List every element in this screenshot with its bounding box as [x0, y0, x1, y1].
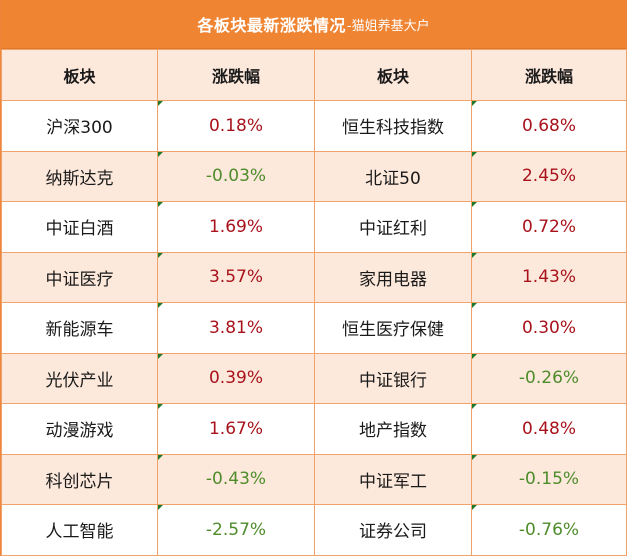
column-header-change-left: 涨跌幅 — [157, 49, 315, 101]
sector-name-cell: 中证白酒 — [1, 201, 158, 253]
change-cell: 1.67% — [157, 403, 315, 455]
change-cell: -0.03% — [157, 150, 315, 202]
table-row: 动漫游戏 1.67% 地产指数 0.48% — [1, 403, 627, 455]
table-row: 中证白酒 1.69% 中证红利 0.72% — [1, 201, 627, 253]
column-header-sector-left: 板块 — [1, 49, 158, 101]
table-row: 纳斯达克 -0.03% 北证50 2.45% — [1, 150, 627, 202]
sector-name-cell: 沪深300 — [1, 100, 158, 152]
change-cell: 0.68% — [471, 100, 627, 152]
change-cell: 3.81% — [157, 302, 315, 354]
sector-name-cell: 恒生医疗保健 — [314, 302, 472, 354]
sector-name-cell: 证券公司 — [314, 504, 472, 556]
change-cell: 0.30% — [471, 302, 627, 354]
sector-name-cell: 人工智能 — [1, 504, 158, 556]
sector-name-cell: 纳斯达克 — [1, 150, 158, 202]
change-cell: 3.57% — [157, 251, 315, 303]
change-cell: -2.57% — [157, 504, 315, 556]
table-row: 科创芯片 -0.43% 中证军工 -0.15% — [1, 453, 627, 505]
change-cell: -0.76% — [471, 504, 627, 556]
sector-table: 板块 涨跌幅 板块 涨跌幅 沪深300 0.18% 恒生科技指数 0.68% 纳… — [1, 49, 627, 556]
sector-name-cell: 中证银行 — [314, 352, 472, 404]
change-cell: 1.69% — [157, 201, 315, 253]
change-cell: 0.18% — [157, 100, 315, 152]
sector-name-cell: 光伏产业 — [1, 352, 158, 404]
table-row: 光伏产业 0.39% 中证银行 -0.26% — [1, 352, 627, 404]
sector-name-cell: 地产指数 — [314, 403, 472, 455]
sector-name-cell: 家用电器 — [314, 251, 472, 303]
title-bar: 各板块最新涨跌情况 -猫姐养基大户 — [1, 0, 626, 49]
change-cell: 0.39% — [157, 352, 315, 404]
sector-name-cell: 动漫游戏 — [1, 403, 158, 455]
table-row: 人工智能 -2.57% 证券公司 -0.76% — [1, 504, 627, 556]
sector-name-cell: 北证50 — [314, 150, 472, 202]
change-cell: -0.26% — [471, 352, 627, 404]
column-header-sector-right: 板块 — [314, 49, 472, 101]
sector-name-cell: 恒生科技指数 — [314, 100, 472, 152]
sector-name-cell: 中证军工 — [314, 453, 472, 505]
sector-name-cell: 中证医疗 — [1, 251, 158, 303]
sector-name-cell: 科创芯片 — [1, 453, 158, 505]
table-header-row: 板块 涨跌幅 板块 涨跌幅 — [1, 49, 627, 101]
change-cell: 1.43% — [471, 251, 627, 303]
table-row: 沪深300 0.18% 恒生科技指数 0.68% — [1, 100, 627, 152]
change-cell: -0.43% — [157, 453, 315, 505]
page-title: 各板块最新涨跌情况 — [197, 16, 346, 35]
change-cell: -0.15% — [471, 453, 627, 505]
table-row: 中证医疗 3.57% 家用电器 1.43% — [1, 251, 627, 303]
table-row: 新能源车 3.81% 恒生医疗保健 0.30% — [1, 302, 627, 354]
change-cell: 0.48% — [471, 403, 627, 455]
sector-name-cell: 中证红利 — [314, 201, 472, 253]
column-header-change-right: 涨跌幅 — [471, 49, 627, 101]
page-subtitle: -猫姐养基大户 — [346, 18, 430, 34]
sector-name-cell: 新能源车 — [1, 302, 158, 354]
change-cell: 0.72% — [471, 201, 627, 253]
change-cell: 2.45% — [471, 150, 627, 202]
